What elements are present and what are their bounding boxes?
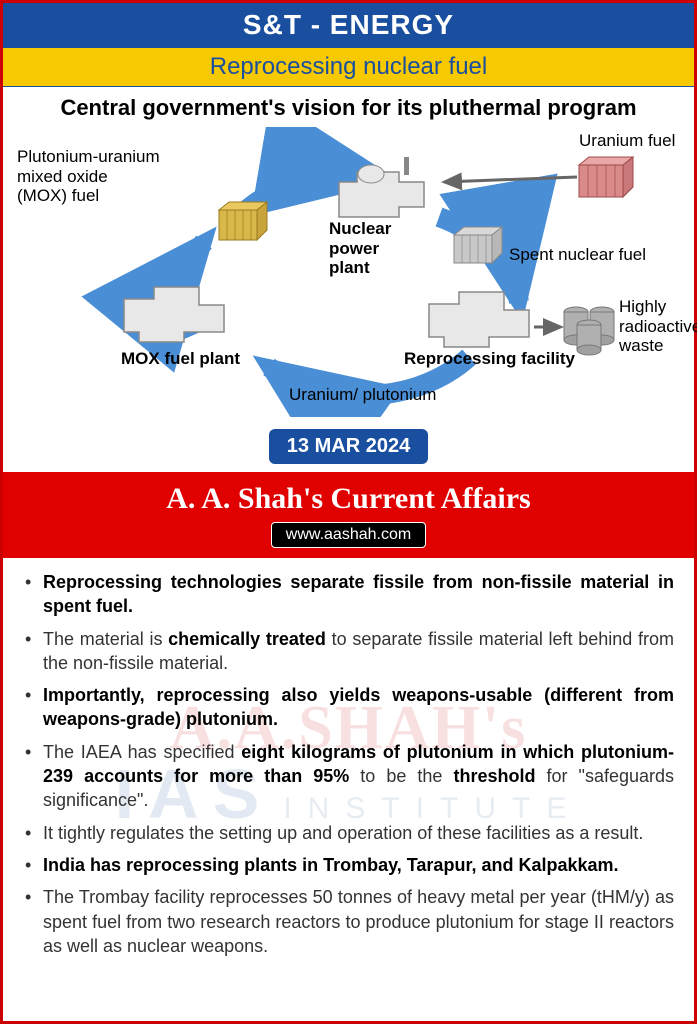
label-npp: Nuclearpowerplant bbox=[329, 219, 419, 278]
label-mox-fuel: Plutonium-uraniummixed oxide(MOX) fuel bbox=[17, 147, 187, 206]
label-uranium-fuel: Uranium fuel bbox=[579, 131, 675, 151]
topic-header: Reprocessing nuclear fuel bbox=[3, 47, 694, 87]
date-bar: 13 MAR 2024 bbox=[3, 421, 694, 472]
site-bar: www.aashah.com bbox=[3, 522, 694, 558]
bullet-item: It tightly regulates the setting up and … bbox=[43, 821, 674, 845]
date-pill: 13 MAR 2024 bbox=[269, 429, 428, 464]
bullet-item: India has reprocessing plants in Trombay… bbox=[43, 853, 674, 877]
bullet-item: Reprocessing technologies separate fissi… bbox=[43, 570, 674, 619]
bullet-item: Importantly, reprocessing also yields we… bbox=[43, 683, 674, 732]
label-spent: Spent nuclear fuel bbox=[509, 245, 646, 265]
label-waste: Highlyradioactivewaste bbox=[619, 297, 697, 356]
label-up: Uranium/ plutonium bbox=[289, 385, 436, 405]
pluthermal-diagram: Plutonium-uraniummixed oxide(MOX) fuel U… bbox=[9, 127, 688, 417]
category-header: S&T - ENERGY bbox=[3, 3, 694, 47]
diagram-title: Central government's vision for its plut… bbox=[9, 95, 688, 121]
diagram-section: Central government's vision for its plut… bbox=[3, 87, 694, 421]
label-reproc: Reprocessing facility bbox=[404, 349, 575, 369]
bullet-list: Reprocessing technologies separate fissi… bbox=[3, 558, 694, 976]
label-mox-plant: MOX fuel plant bbox=[121, 349, 240, 369]
bullet-item: The IAEA has specified eight kilograms o… bbox=[43, 740, 674, 813]
bullet-item: The Trombay facility reprocesses 50 tonn… bbox=[43, 885, 674, 958]
bullet-item: The material is chemically treated to se… bbox=[43, 627, 674, 676]
site-link[interactable]: www.aashah.com bbox=[271, 522, 426, 548]
brand-title: A. A. Shah's Current Affairs bbox=[3, 472, 694, 522]
